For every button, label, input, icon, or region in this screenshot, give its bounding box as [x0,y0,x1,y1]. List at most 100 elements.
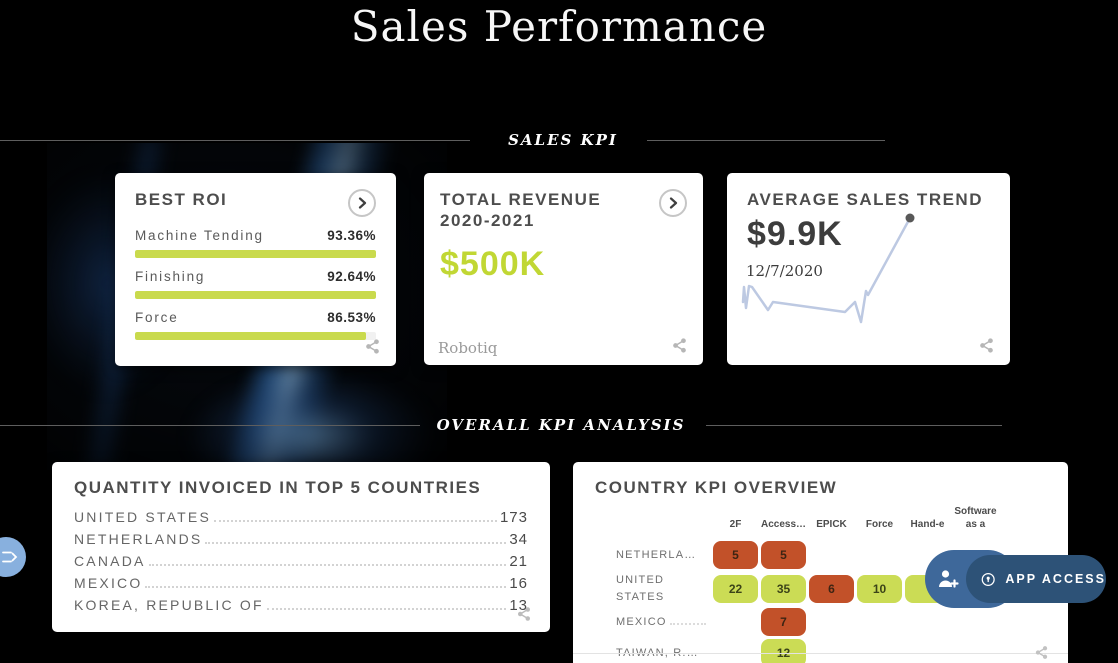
add-person-icon [939,570,959,588]
kpi-cell-empty [857,608,902,636]
kpi-column-header: Access… [761,518,807,530]
roi-bar-fill [135,250,376,258]
best-roi-card: BEST ROI Machine Tending 93.36% Finishing 9… [115,173,396,366]
kpi-column-header: Hand-e [910,518,945,530]
country-name: CANADA [74,553,146,570]
kpi-cell-empty [953,639,998,663]
kpi-cell[interactable]: 5 [761,541,806,570]
kpi-cell-empty [857,541,902,569]
kpi-cell[interactable]: 35 [761,574,806,603]
kpi-column-header: 2F [729,518,742,530]
chevron-right-icon [358,197,367,209]
kpi-row-label-text: NETHERLA… [616,549,697,561]
kpi-column-header: EPICK [816,518,847,530]
divider [0,425,420,426]
kpi-cell-empty [809,608,854,636]
roi-bar-track [135,291,376,299]
kpi-row-label: MEXICO [616,614,710,631]
total-revenue-value: $500K [440,244,546,283]
country-name: KOREA, REPUBLIC OF [74,597,264,614]
divider [647,140,885,141]
average-sales-trend-card: AVERAGE SALES TREND $9.9K 12/7/2020 [727,173,1010,365]
kpi-row-label-text: UNITED STATES [616,574,665,603]
kpi-cell[interactable]: 22 [713,574,758,603]
roi-metrics: Machine Tending 93.36% Finishing 92.64% Forc… [135,228,376,340]
quantity-list-row: MEXICO 16 [74,575,528,597]
trend-value: $9.9K [747,215,843,254]
page-title: Sales Performance [350,2,768,51]
divider [706,425,1002,426]
dotted-leader [213,520,497,523]
kpi-column-header: Software as a [954,506,997,530]
roi-metric-header: Finishing 92.64% [135,269,376,284]
kpi-row-label-text: MEXICO [616,616,667,628]
country-value: 173 [499,509,528,527]
kpi-cell-empty [905,608,950,636]
country-name: NETHERLANDS [74,531,203,548]
kpi-cell-empty [905,639,950,663]
roi-bar-fill [135,332,367,340]
kpi-cell[interactable]: 12 [761,639,806,663]
kpi-row-label: UNITED STATES [616,572,710,605]
quantity-list-row: UNITED STATES 173 [74,509,528,531]
section-title-sales-kpi: SALES KPI [508,131,618,149]
dotted-leader [266,608,507,611]
kpi-cell[interactable]: 7 [761,608,806,637]
drill-in-arrow-button[interactable] [348,189,376,217]
quantity-invoiced-card: QUANTITY INVOICED IN TOP 5 COUNTRIES UNI… [52,462,550,632]
card-title: BEST ROI [135,190,228,209]
app-access-widget: APP ACCESS [925,550,1106,608]
roi-metric-row: Force 86.53% [135,310,376,340]
expand-panel-icon [1,551,17,563]
kpi-cell-empty [809,541,854,569]
roi-metric-label: Finishing [135,269,206,284]
card-title: QUANTITY INVOICED IN TOP 5 COUNTRIES [74,478,482,497]
share-icon[interactable] [363,337,382,356]
country-kpi-grid: 2F Access… EPICK Force Hand-e Software as a NE… [616,506,1046,663]
kpi-cell-empty [809,639,854,663]
kpi-cell-empty [857,639,902,663]
roi-metric-value: 93.36% [327,228,376,243]
kpi-cell-empty [713,639,758,663]
kpi-cell-empty [713,608,758,636]
dotted-leader [205,542,507,545]
roi-metric-label: Machine Tending [135,228,264,243]
section-title-overall-kpi: OVERALL KPI ANALYSIS [436,416,686,434]
roi-bar-track [135,250,376,258]
share-icon[interactable] [670,336,689,355]
roi-metric-value: 86.53% [327,310,376,325]
drill-in-arrow-button[interactable] [659,189,687,217]
roi-metric-value: 92.64% [327,269,376,284]
share-icon[interactable] [515,605,534,624]
card-footer-divider [573,653,1068,654]
kpi-cell-empty [953,608,998,636]
app-access-button[interactable]: APP ACCESS [966,555,1106,603]
kpi-cell[interactable]: 6 [809,574,854,603]
roi-metric-row: Finishing 92.64% [135,269,376,299]
roi-bar-fill [135,291,376,299]
lock-circle-icon [981,572,995,586]
country-value: 16 [509,575,528,593]
roi-metric-header: Force 86.53% [135,310,376,325]
card-title: COUNTRY KPI OVERVIEW [595,478,838,497]
dotted-leader [145,586,507,589]
side-panel-toggle-button[interactable] [0,537,26,577]
card-title: TOTAL REVENUE 2020-2021 [440,190,602,231]
kpi-column-header: Force [865,518,894,530]
source-label: Robotiq [438,339,498,357]
country-quantity-list: UNITED STATES 173 NETHERLANDS 34 CANADA 21 MEX… [74,509,528,619]
country-value: 13 [509,597,528,615]
app-access-label: APP ACCESS [1005,572,1106,586]
divider [0,140,470,141]
country-value: 34 [509,531,528,549]
total-revenue-card: TOTAL REVENUE 2020-2021 $500K Robotiq [424,173,703,365]
quantity-list-row: CANADA 21 [74,553,528,575]
kpi-row-label: NETHERLA… [616,547,710,564]
roi-metric-row: Machine Tending 93.36% [135,228,376,258]
share-icon[interactable] [977,336,996,355]
kpi-cell[interactable]: 10 [857,574,902,603]
kpi-cell[interactable]: 5 [713,541,758,570]
roi-bar-track [135,332,376,340]
share-icon[interactable] [1033,644,1052,663]
